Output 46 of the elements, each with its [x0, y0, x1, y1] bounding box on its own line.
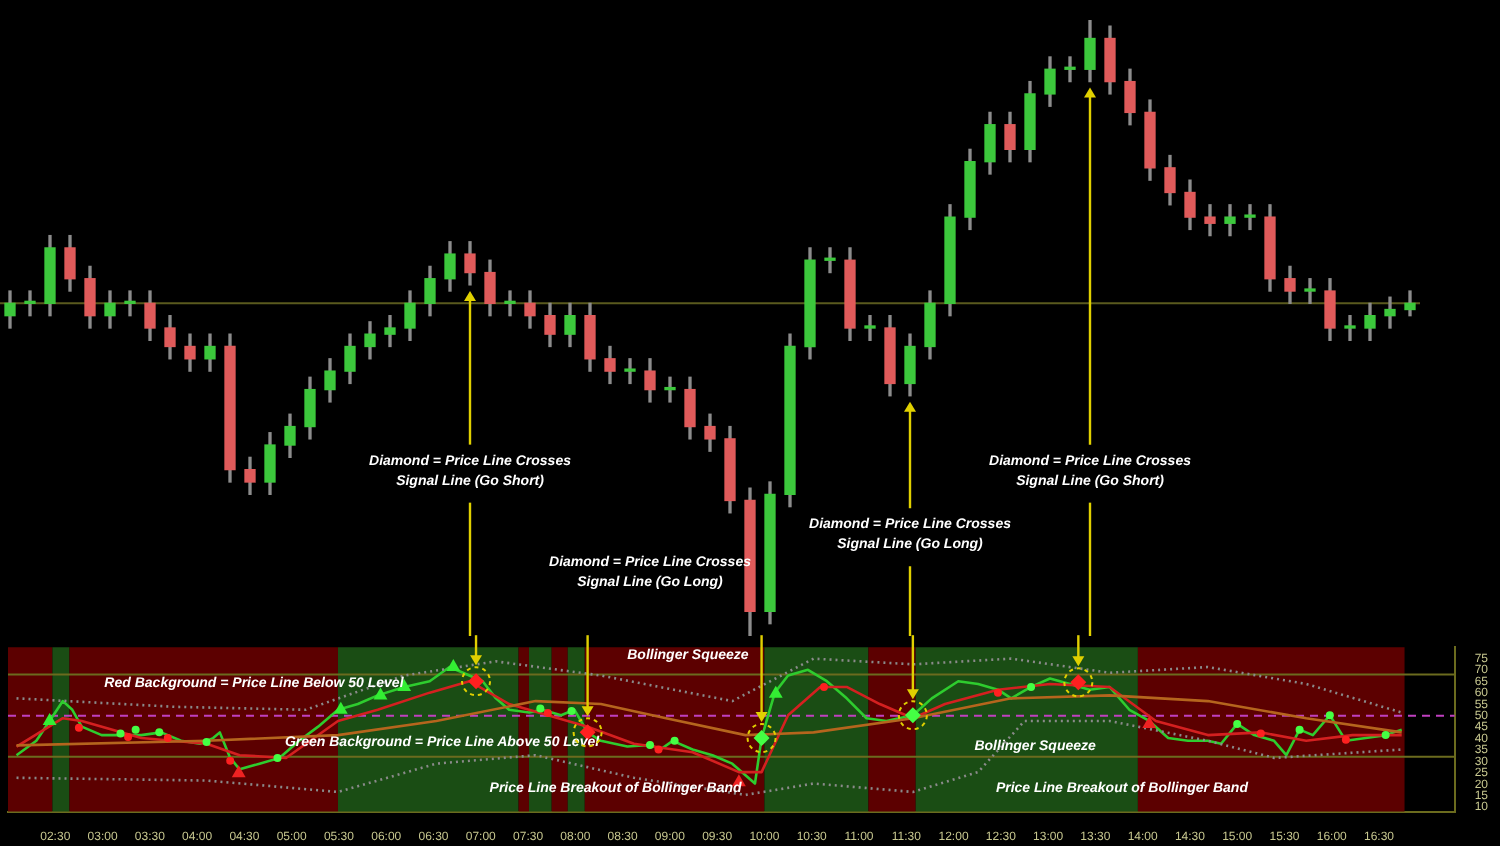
candlestick	[124, 290, 136, 317]
point	[1381, 731, 1390, 740]
point	[155, 728, 164, 737]
point	[231, 765, 246, 778]
candlestick	[1384, 296, 1396, 329]
point	[273, 753, 282, 762]
point	[819, 682, 828, 691]
point	[543, 708, 552, 717]
candlestick	[24, 290, 36, 317]
candlestick	[1224, 204, 1236, 237]
candlestick	[664, 376, 676, 403]
point	[1256, 729, 1265, 738]
candlestick	[384, 315, 396, 348]
point	[1325, 711, 1334, 720]
point	[74, 723, 83, 732]
candlestick	[824, 247, 836, 274]
point	[646, 740, 655, 749]
point	[163, 734, 172, 743]
point	[1142, 715, 1157, 728]
point	[993, 688, 1002, 697]
point	[446, 659, 461, 672]
point	[131, 725, 140, 734]
point	[226, 756, 235, 765]
point	[654, 745, 663, 754]
candlestick	[624, 358, 636, 385]
point	[567, 706, 576, 715]
point	[42, 712, 57, 725]
candlestick	[1244, 204, 1256, 231]
candlestick	[1064, 56, 1076, 83]
candlestick	[1304, 278, 1316, 305]
point	[1233, 719, 1242, 728]
point	[333, 701, 348, 714]
point	[116, 729, 125, 738]
point	[124, 732, 133, 741]
point	[768, 685, 783, 698]
candlestick	[1344, 315, 1356, 341]
point	[536, 704, 545, 713]
candlestick	[1204, 204, 1216, 237]
point	[1341, 735, 1350, 744]
point	[1295, 725, 1304, 734]
candlestick	[504, 290, 516, 317]
candlestick	[864, 315, 876, 341]
point	[1027, 682, 1036, 691]
point	[670, 736, 679, 745]
line-series	[15, 719, 1403, 797]
point	[202, 737, 211, 746]
